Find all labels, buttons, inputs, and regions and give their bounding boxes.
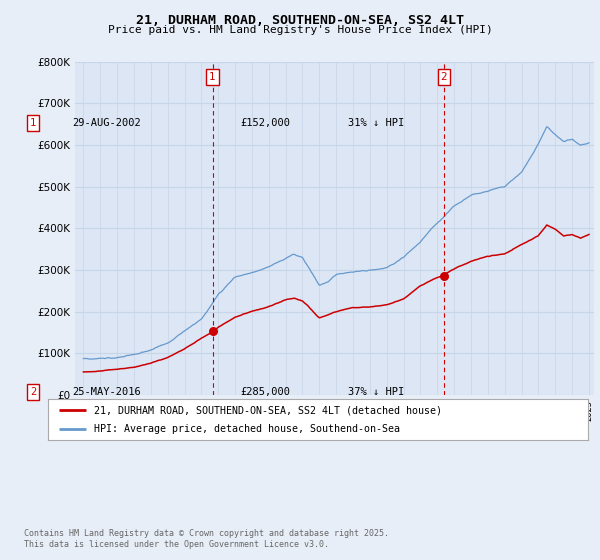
Text: 2: 2 bbox=[440, 72, 447, 82]
Text: 1: 1 bbox=[209, 72, 216, 82]
Point bbox=[439, 272, 449, 281]
Text: Price paid vs. HM Land Registry's House Price Index (HPI): Price paid vs. HM Land Registry's House … bbox=[107, 25, 493, 35]
Text: Contains HM Land Registry data © Crown copyright and database right 2025.
This d: Contains HM Land Registry data © Crown c… bbox=[24, 529, 389, 549]
Text: 2: 2 bbox=[30, 387, 36, 397]
Text: HPI: Average price, detached house, Southend-on-Sea: HPI: Average price, detached house, Sout… bbox=[94, 423, 400, 433]
Text: 25-MAY-2016: 25-MAY-2016 bbox=[72, 387, 141, 397]
Text: 31% ↓ HPI: 31% ↓ HPI bbox=[348, 118, 404, 128]
Text: £285,000: £285,000 bbox=[240, 387, 290, 397]
Text: 37% ↓ HPI: 37% ↓ HPI bbox=[348, 387, 404, 397]
Text: £152,000: £152,000 bbox=[240, 118, 290, 128]
Point bbox=[208, 327, 217, 336]
Text: 21, DURHAM ROAD, SOUTHEND-ON-SEA, SS2 4LT (detached house): 21, DURHAM ROAD, SOUTHEND-ON-SEA, SS2 4L… bbox=[94, 405, 442, 415]
Text: 29-AUG-2002: 29-AUG-2002 bbox=[72, 118, 141, 128]
Text: 1: 1 bbox=[30, 118, 36, 128]
Text: 21, DURHAM ROAD, SOUTHEND-ON-SEA, SS2 4LT: 21, DURHAM ROAD, SOUTHEND-ON-SEA, SS2 4L… bbox=[136, 14, 464, 27]
